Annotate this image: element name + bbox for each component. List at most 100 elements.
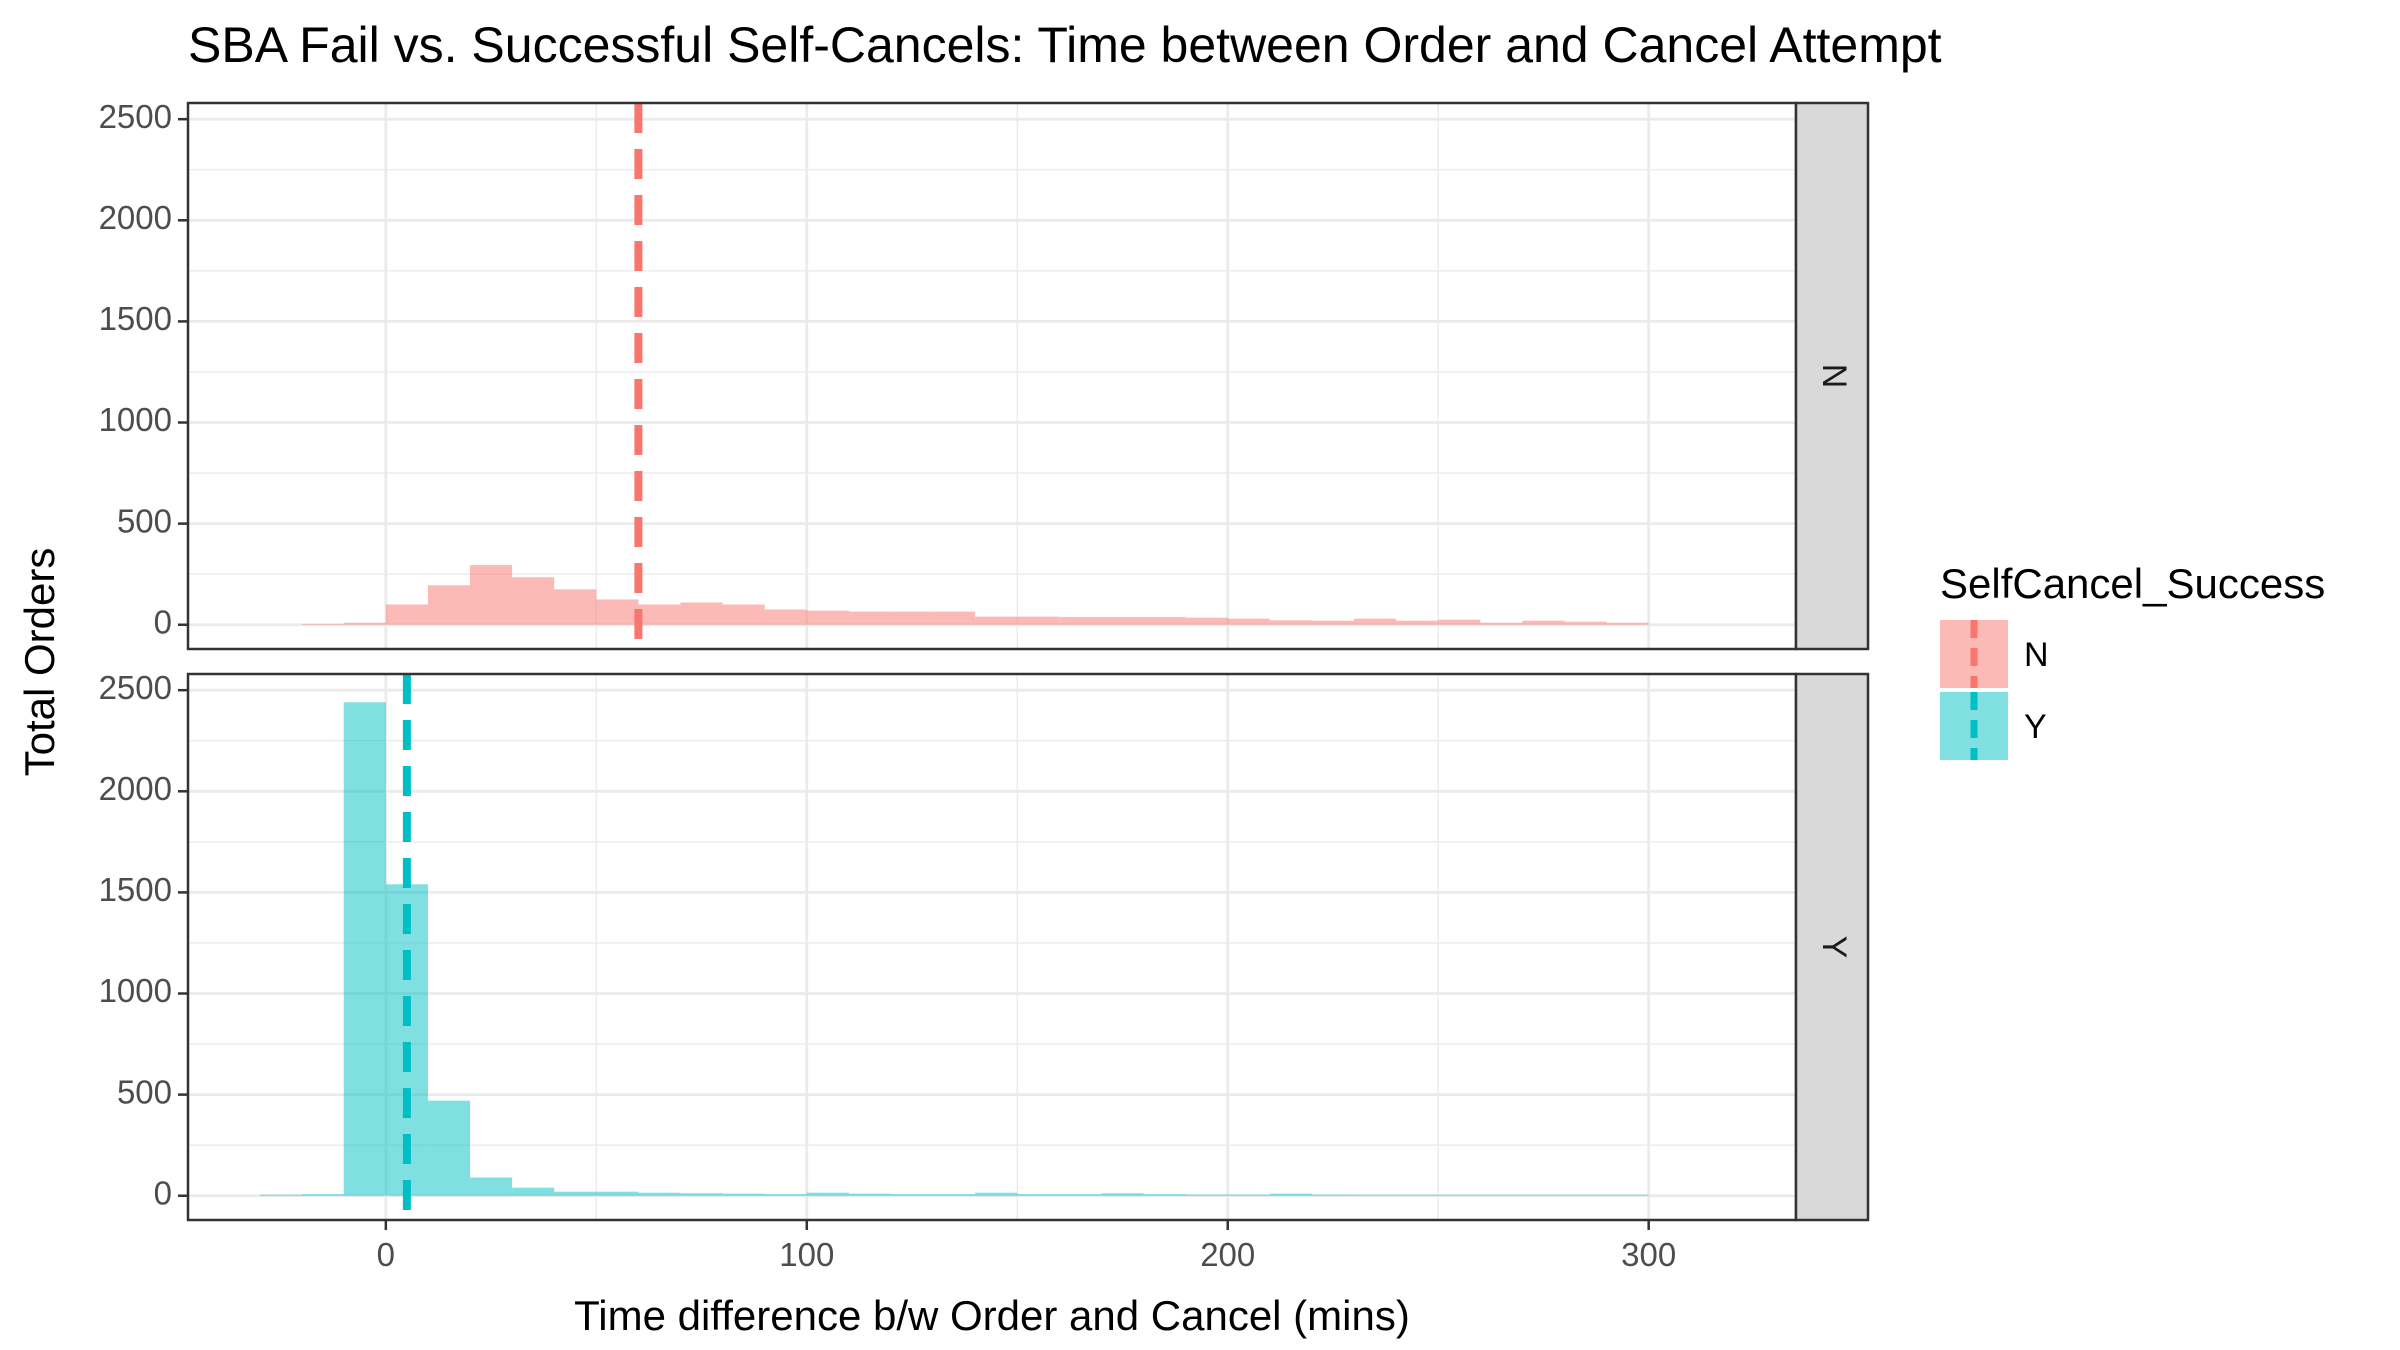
bar-y	[554, 1191, 597, 1196]
bar-y	[1143, 1194, 1186, 1196]
x-tick-label: 100	[779, 1236, 834, 1273]
bar-y	[680, 1193, 723, 1196]
legend-label-n: N	[2024, 636, 2049, 674]
bar-y	[1480, 1194, 1523, 1196]
y-tick-label: 0	[154, 603, 172, 640]
bar-n	[1143, 617, 1186, 625]
bar-n	[975, 616, 1018, 625]
bar-n	[806, 610, 849, 625]
panel-y: Y 0 500 1000 1500 2000 2500	[99, 669, 1870, 1222]
bar-y	[1522, 1194, 1565, 1196]
bar-n	[933, 611, 976, 625]
bar-y	[638, 1192, 681, 1196]
y-tick-label: 500	[117, 1073, 172, 1110]
bar-y	[301, 1194, 344, 1196]
legend-item-n: N	[1940, 620, 2049, 688]
strip-label-n: N	[1815, 364, 1853, 389]
x-tick-label: 0	[377, 1236, 395, 1273]
x-tick-label: 300	[1621, 1236, 1676, 1273]
bar-n	[1227, 618, 1270, 625]
bar-y	[1396, 1194, 1439, 1196]
bar-n	[427, 585, 471, 625]
bar-y	[596, 1191, 639, 1196]
bar-y	[1101, 1193, 1144, 1196]
legend: SelfCancel_Success N Y	[1940, 560, 2325, 760]
bar-n	[343, 622, 386, 625]
x-tick-label: 200	[1200, 1236, 1255, 1273]
bar-n	[1396, 620, 1439, 625]
bar-y	[764, 1194, 807, 1196]
bar-n	[1017, 616, 1060, 625]
bar-n	[638, 604, 681, 625]
bar-n	[1269, 620, 1312, 625]
bar-y	[470, 1177, 513, 1196]
bar-y	[1227, 1194, 1270, 1196]
bar-n	[470, 565, 513, 625]
y-tick-label: 2500	[99, 669, 172, 706]
y-tick-label: 2000	[99, 199, 172, 236]
bar-y	[933, 1194, 976, 1196]
strip-y	[1794, 672, 1870, 1222]
bar-y	[1017, 1194, 1060, 1196]
bar-n	[1354, 618, 1397, 625]
legend-label-y: Y	[2024, 708, 2047, 746]
bar-y	[1564, 1194, 1607, 1196]
y-tick-label: 1000	[99, 401, 172, 438]
chart-title: SBA Fail vs. Successful Self-Cancels: Ti…	[188, 17, 1942, 73]
y-tick-label: 2000	[99, 770, 172, 807]
panel-n-y-axis: 0 500 1000 1500 2000 2500	[99, 98, 188, 640]
y-tick-label: 1000	[99, 972, 172, 1009]
bar-y	[1311, 1194, 1355, 1196]
bar-y	[1269, 1193, 1312, 1196]
bar-y	[512, 1187, 555, 1196]
y-tick-label: 500	[117, 502, 172, 539]
bar-y	[848, 1193, 891, 1196]
bar-n	[764, 609, 807, 625]
bar-n	[1438, 619, 1481, 625]
y-tick-label: 1500	[99, 300, 172, 337]
bar-y	[343, 702, 386, 1196]
bar-y	[975, 1192, 1018, 1196]
bar-y	[806, 1192, 849, 1196]
bar-n	[722, 604, 765, 625]
bar-n	[1522, 620, 1565, 625]
legend-item-y: Y	[1940, 692, 2047, 760]
x-axis: 0 100 200 300	[377, 1220, 1676, 1273]
legend-title: SelfCancel_Success	[1940, 560, 2325, 607]
panel-n-bars	[301, 565, 1649, 625]
bar-n	[512, 577, 555, 625]
bar-y	[890, 1194, 934, 1196]
bar-n	[680, 602, 723, 625]
panel-n: N 0 500 1000 1500 2000 2500	[99, 98, 1870, 651]
y-tick-label: 1500	[99, 871, 172, 908]
bar-n	[1185, 617, 1228, 625]
bar-n	[1311, 620, 1355, 625]
bar-y	[1606, 1194, 1649, 1196]
bar-n	[1059, 617, 1102, 625]
x-axis-title: Time difference b/w Order and Cancel (mi…	[574, 1292, 1410, 1339]
y-tick-label: 0	[154, 1174, 172, 1211]
bar-n	[1101, 617, 1144, 625]
bar-y	[1059, 1194, 1102, 1196]
bar-n	[890, 611, 934, 625]
bar-n	[1606, 622, 1649, 625]
bar-y	[1438, 1194, 1481, 1196]
bar-n	[554, 589, 597, 625]
strip-n	[1794, 101, 1870, 651]
bar-n	[1564, 621, 1607, 625]
bar-y	[1185, 1194, 1228, 1196]
bar-y	[259, 1194, 302, 1196]
panel-n-background	[188, 103, 1796, 649]
panel-y-y-axis: 0 500 1000 1500 2000 2500	[99, 669, 188, 1211]
bar-n	[848, 611, 891, 625]
strip-label-y: Y	[1815, 936, 1853, 959]
bar-y	[1354, 1194, 1397, 1196]
bar-n	[301, 623, 344, 625]
bar-n	[385, 604, 428, 625]
bar-n	[1480, 622, 1523, 625]
y-tick-label: 2500	[99, 98, 172, 135]
bar-n	[596, 599, 639, 625]
y-axis-title: Total Orders	[16, 548, 63, 777]
bar-y	[722, 1193, 765, 1196]
